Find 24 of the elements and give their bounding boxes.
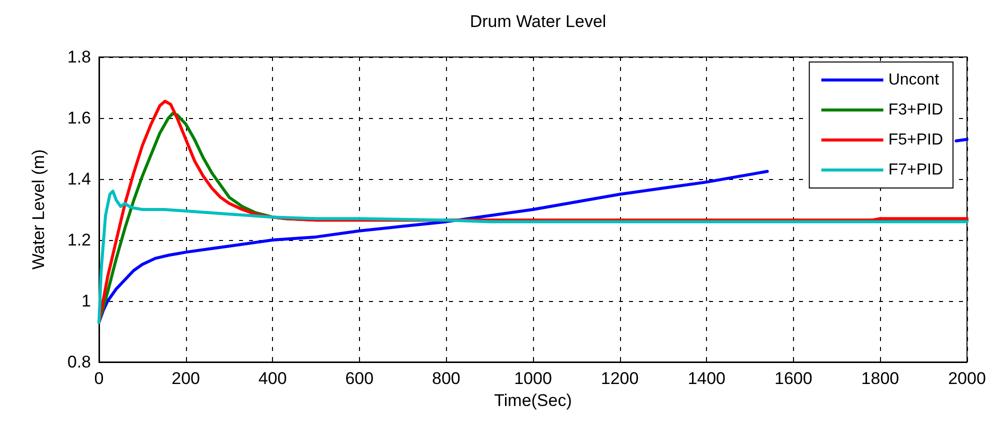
legend-label: Uncont [888,72,940,88]
legend-label: F7+PID [888,162,943,178]
x-tick-label: 1600 [774,369,812,388]
y-axis-title: Water Level (m) [29,149,48,270]
x-tick-label: 1200 [600,369,639,388]
x-tick-label: 1400 [688,369,726,388]
legend-label: F5+PID [888,132,943,148]
y-tick-label: 1.6 [67,108,91,128]
chart-title: Drum Water Level [470,12,606,31]
x-axis-title: Time(Sec) [494,390,572,410]
x-tick-label: 1800 [861,369,900,388]
x-tick-label: 800 [432,369,460,388]
y-tick-label: 1.4 [67,170,91,188]
y-tick-label: 1 [82,292,91,310]
x-tick-label: 600 [345,369,374,388]
x-tick-label: 200 [172,369,200,388]
y-tick-label: 1.8 [67,48,91,66]
x-tick-label: 400 [258,369,287,388]
x-tick-label: 2000 [948,369,986,388]
x-tick-label: 0 [94,369,104,388]
y-tick-label: 0.8 [67,352,91,372]
y-tick-label: 1.2 [67,230,91,250]
x-tick-label: 1000 [514,369,552,388]
legend-label: F3+PID [888,102,943,118]
